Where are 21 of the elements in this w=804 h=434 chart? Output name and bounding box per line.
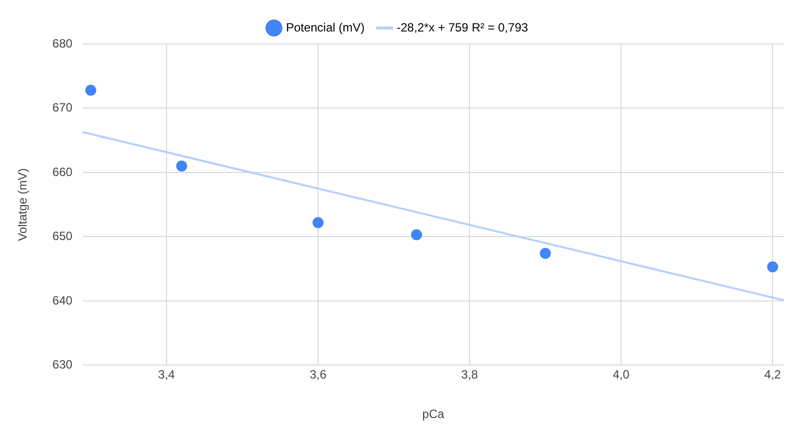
y-tick-label: 660 (52, 164, 73, 179)
x-tick-label: 3,8 (461, 368, 478, 382)
y-tick-label: 650 (52, 229, 73, 244)
x-tick-label: 3,6 (310, 368, 327, 382)
y-axis-title: Voltatge (mV) (16, 168, 30, 241)
point (767, 261, 778, 272)
point (176, 160, 188, 172)
y-tick-label: 630 (52, 358, 73, 372)
x-tick-label: 4,0 (612, 368, 630, 382)
x-tick-label: 4,2 (764, 368, 782, 382)
y-tick-label: 670 (52, 100, 73, 115)
x-tick-label: 3,4 (158, 368, 176, 382)
x-axis-title: pCa (422, 407, 445, 422)
legend-label: Potencial (mV) (286, 20, 365, 34)
legend-label: -28,2*x + 759 R² = 0,793 (396, 20, 528, 34)
point (540, 248, 551, 259)
point (85, 84, 96, 96)
point (411, 229, 422, 240)
point (312, 217, 324, 228)
y-tick-label: 680 (52, 36, 73, 50)
y-tick-label: 640 (52, 293, 73, 308)
